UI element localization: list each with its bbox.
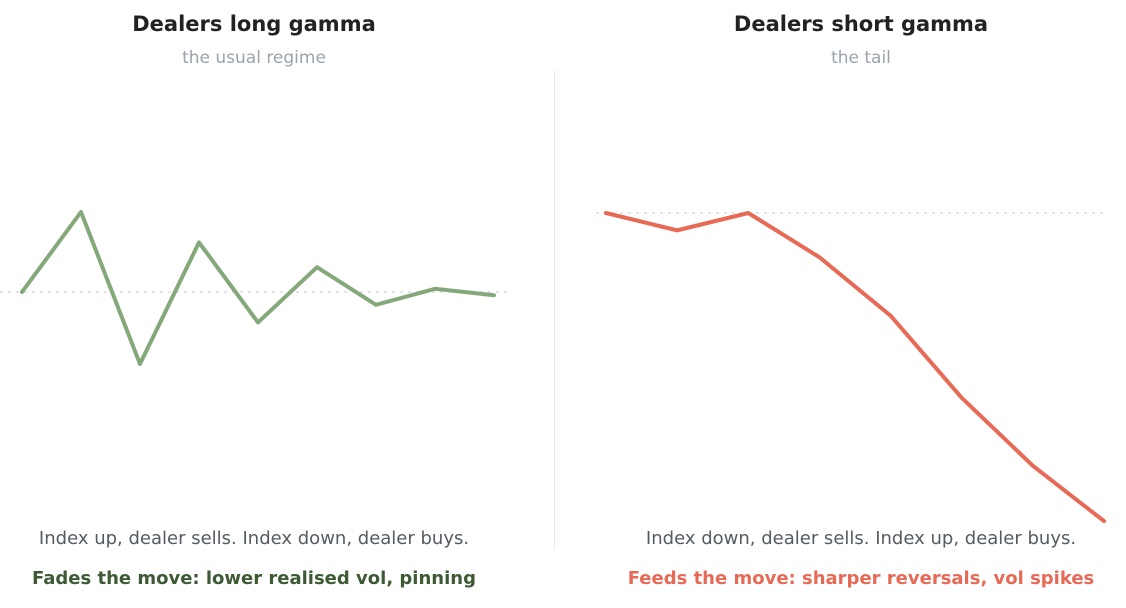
short-gamma-chart bbox=[596, 211, 1106, 524]
long-gamma-chart bbox=[0, 210, 508, 366]
chart-description: Index down, dealer sells. Index up, deal… bbox=[645, 528, 1077, 549]
chart-takeaway: Fades the move: lower realised vol, pinn… bbox=[32, 568, 476, 589]
chart-takeaway: Feeds the move: sharper reversals, vol s… bbox=[627, 568, 1095, 589]
chart-description: Index up, dealer sells. Index down, deal… bbox=[38, 528, 470, 549]
short-gamma-panel: Dealers short gamma the tail Index down,… bbox=[596, 0, 1126, 608]
series-line bbox=[20, 210, 496, 366]
series-line bbox=[604, 211, 1106, 524]
chart-title: Dealers long gamma bbox=[132, 12, 376, 36]
long-gamma-panel: Dealers long gamma the usual regime Inde… bbox=[0, 0, 508, 608]
panel-divider bbox=[554, 70, 555, 550]
chart-subtitle: the usual regime bbox=[182, 48, 326, 68]
chart-title: Dealers short gamma bbox=[733, 12, 989, 36]
chart-subtitle: the tail bbox=[831, 48, 891, 68]
